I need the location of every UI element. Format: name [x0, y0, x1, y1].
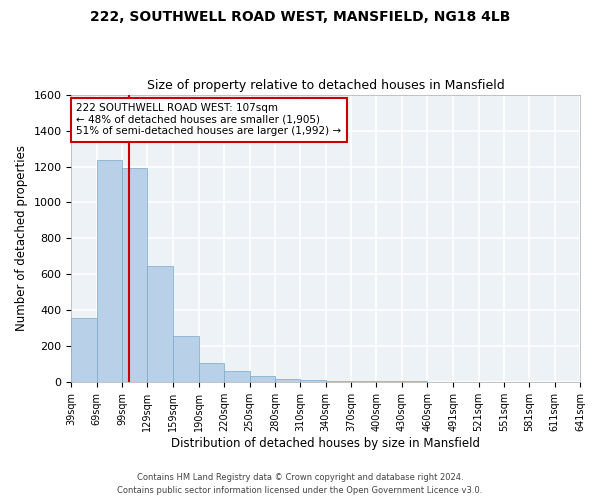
- Bar: [199, 362, 224, 382]
- Bar: [301, 380, 326, 382]
- Bar: [122, 168, 148, 382]
- Bar: [275, 378, 301, 382]
- Bar: [250, 376, 275, 382]
- X-axis label: Distribution of detached houses by size in Mansfield: Distribution of detached houses by size …: [171, 437, 480, 450]
- Bar: [224, 370, 250, 382]
- Text: 222 SOUTHWELL ROAD WEST: 107sqm
← 48% of detached houses are smaller (1,905)
51%: 222 SOUTHWELL ROAD WEST: 107sqm ← 48% of…: [76, 103, 341, 136]
- Title: Size of property relative to detached houses in Mansfield: Size of property relative to detached ho…: [147, 79, 505, 92]
- Text: Contains HM Land Registry data © Crown copyright and database right 2024.
Contai: Contains HM Land Registry data © Crown c…: [118, 474, 482, 495]
- Bar: [71, 318, 97, 382]
- Bar: [97, 160, 122, 382]
- Bar: [326, 380, 351, 382]
- Bar: [148, 266, 173, 382]
- Y-axis label: Number of detached properties: Number of detached properties: [15, 146, 28, 332]
- Bar: [173, 336, 199, 382]
- Text: 222, SOUTHWELL ROAD WEST, MANSFIELD, NG18 4LB: 222, SOUTHWELL ROAD WEST, MANSFIELD, NG1…: [90, 10, 510, 24]
